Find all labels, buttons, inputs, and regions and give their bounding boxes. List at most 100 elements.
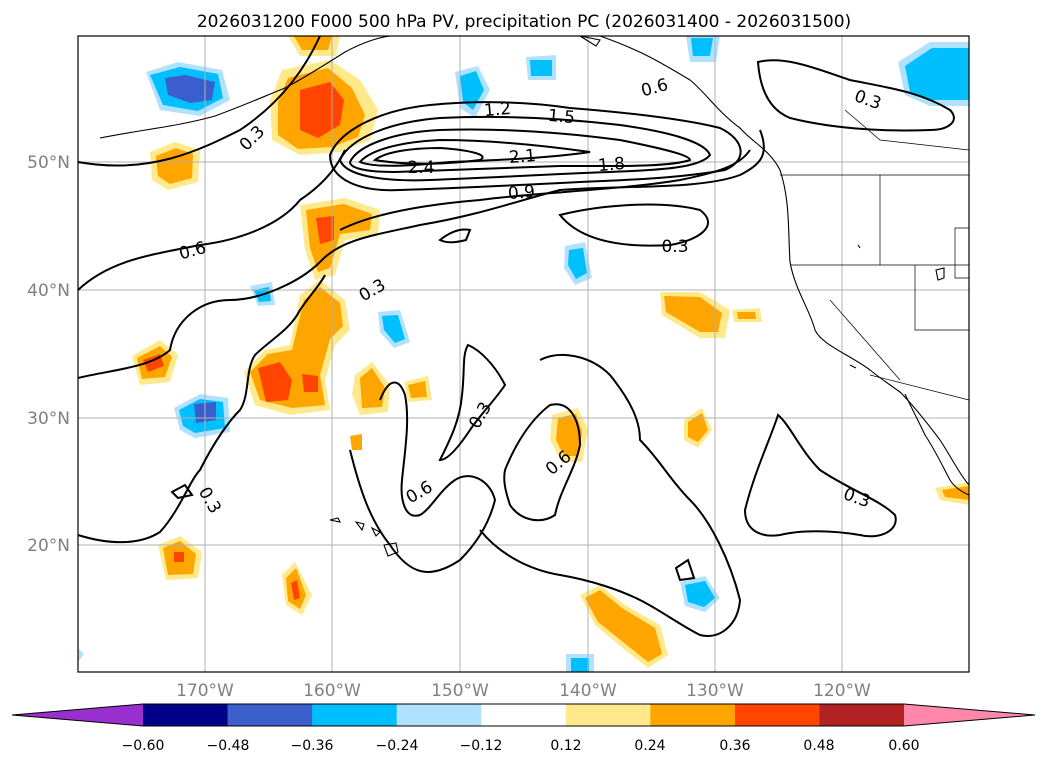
neg-anom-region <box>165 75 215 103</box>
map-panel: 0.3 0.3 0.3 0.3 0.3 0.3 0.3 0.6 0.6 0.6 … <box>77 35 970 673</box>
pos-anom-region <box>316 216 334 244</box>
figure-title: 2026031200 F000 500 hPa PV, precipitatio… <box>197 12 851 32</box>
hawaii-islands <box>329 517 399 557</box>
lon-label: 130°W <box>686 681 744 701</box>
lat-label: 20°N <box>27 536 70 556</box>
pv-contour-0p3 <box>558 203 709 247</box>
longitude-labels: 170°W 160°W 150°W 140°W 130°W 120°W <box>176 681 871 701</box>
pv-contour-0p6 <box>77 149 346 291</box>
pos-anom-region <box>258 362 292 402</box>
contour-label: 1.8 <box>597 154 626 176</box>
colorbar-ticks: −0.60 −0.48 −0.36 −0.24 −0.12 0.12 0.24 … <box>122 738 920 754</box>
pv-contour-1p5 <box>338 115 712 182</box>
lat-label: 40°N <box>27 281 70 301</box>
colorbar-tick-label: 0.48 <box>803 738 834 754</box>
pv-contour-0p3 <box>756 59 955 132</box>
pv-contour-2p4 <box>372 146 484 165</box>
pv-contour-0p3 <box>77 129 765 379</box>
pos-anom-region <box>942 486 969 500</box>
neg-anom-region <box>571 658 589 672</box>
colorbar-outline <box>11 703 1036 727</box>
colorbar-tick-label: 0.12 <box>550 738 581 754</box>
lon-label: 170°W <box>176 681 234 701</box>
lon-label: 150°W <box>431 681 489 701</box>
lon-label: 160°W <box>303 681 361 701</box>
pos-anom-region <box>556 414 582 456</box>
graticule <box>78 36 969 672</box>
baja-coast <box>904 393 970 496</box>
lon-label: 140°W <box>559 681 617 701</box>
pos-anom-region <box>174 552 184 562</box>
colorbar-segments <box>12 704 1035 726</box>
colorbar-segment <box>734 704 821 726</box>
colorbar-tick-label: −0.60 <box>122 738 165 754</box>
pv-contours <box>77 35 955 637</box>
neg-anom-region <box>685 581 715 607</box>
pv-contour-0p6 <box>503 403 582 522</box>
colorbar-segment <box>143 704 229 726</box>
colorbar-segment <box>819 704 905 726</box>
island-small <box>849 244 945 369</box>
pos-anom-region <box>585 590 662 662</box>
precip-shading <box>78 36 969 672</box>
map-frame <box>77 35 970 673</box>
latitude-labels: 50°N 40°N 30°N 20°N <box>27 153 70 556</box>
colorbar: −0.60 −0.48 −0.36 −0.24 −0.12 0.12 0.24 … <box>11 703 1036 754</box>
pv-contour-0p3 <box>77 35 321 167</box>
neg-anom-region <box>568 248 587 279</box>
neg-anom-region <box>905 48 969 100</box>
pv-contour-0p6 <box>349 381 497 573</box>
coastlines <box>99 35 970 557</box>
pos-anom-region <box>688 413 708 442</box>
neg-anom-region <box>530 60 552 76</box>
neg-anom-region <box>460 71 484 110</box>
colorbar-segment <box>481 704 567 726</box>
pos-anom-region <box>291 580 300 600</box>
pos-anom-region <box>156 148 193 184</box>
map-background <box>78 36 969 672</box>
alaska-coast <box>99 35 391 139</box>
colorbar-extend-min <box>12 704 143 726</box>
pv-contour-0p3 <box>438 343 507 462</box>
contour-label: 0.9 <box>507 182 536 204</box>
north-america-coast <box>599 35 970 486</box>
island <box>579 35 601 47</box>
colorbar-segment <box>312 704 398 726</box>
contour-label: 0.3 <box>661 237 688 257</box>
pos-anom-region <box>664 296 722 332</box>
colorbar-tick-label: 0.24 <box>634 738 665 754</box>
lat-label: 30°N <box>27 409 70 429</box>
mexico-border <box>869 374 970 401</box>
colorbar-tick-label: −0.24 <box>376 738 419 754</box>
contour-label: 2.4 <box>407 158 434 178</box>
pv-contour-0p3 <box>674 558 696 582</box>
pos-anom-region <box>360 368 385 408</box>
pv-contour-0p6 <box>479 354 742 637</box>
state-border <box>829 299 901 381</box>
pos-anom-region <box>302 374 318 392</box>
colorbar-tick-label: −0.36 <box>291 738 334 754</box>
contour-label: 1.2 <box>483 99 512 121</box>
pv-contour-1p8 <box>348 128 692 174</box>
pv-contour-0p3 <box>170 483 194 500</box>
colorbar-segment <box>227 704 313 726</box>
state-border <box>914 265 969 331</box>
pv-contour-0p3 <box>77 274 326 544</box>
neg-anom-region <box>691 38 713 56</box>
contour-label: 1.5 <box>547 106 576 128</box>
colorbar-tick-label: −0.48 <box>207 738 250 754</box>
colorbar-tick-label: −0.12 <box>460 738 503 754</box>
neg-anom-region <box>78 648 84 662</box>
lat-label: 50°N <box>27 153 70 173</box>
colorbar-extend-max <box>904 704 1035 726</box>
colorbar-segment <box>650 704 736 726</box>
pos-anom-region <box>300 82 344 138</box>
pos-anom-region <box>350 434 362 450</box>
political-borders <box>780 109 970 401</box>
pv-contour-0p3 <box>438 228 472 244</box>
pos-anom-region <box>408 381 427 398</box>
pos-anom-region <box>737 312 756 319</box>
pv-contour-1p2 <box>328 101 742 192</box>
colorbar-tick-label: 0.36 <box>719 738 750 754</box>
